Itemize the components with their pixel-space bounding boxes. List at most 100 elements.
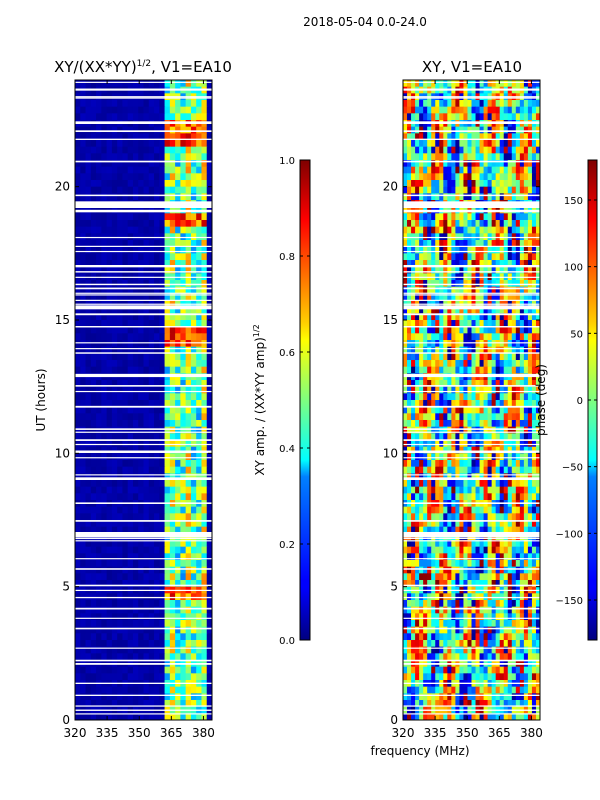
amp-cell xyxy=(106,433,113,441)
phase-cell xyxy=(411,180,416,188)
amp-cell xyxy=(106,133,113,141)
phase-cell xyxy=(535,213,540,221)
amp-cell xyxy=(154,286,160,294)
amp-cell xyxy=(196,493,203,501)
phase-cell xyxy=(487,333,493,341)
phase-cell xyxy=(447,340,452,348)
amp-cell xyxy=(85,666,92,674)
phase-cell xyxy=(407,460,412,468)
amp-cell xyxy=(138,480,145,488)
phase-cell xyxy=(423,393,428,401)
phase-cell xyxy=(451,280,456,288)
phase-cell xyxy=(535,453,540,461)
phase-cell xyxy=(511,526,517,534)
amp-cell xyxy=(185,546,192,554)
amp-cell xyxy=(143,326,150,334)
amp-cell xyxy=(185,293,192,301)
amp-cell xyxy=(90,146,97,154)
phase-cell xyxy=(463,306,469,314)
amp-cell xyxy=(148,653,155,661)
phase-cell xyxy=(495,453,501,461)
amp-cell xyxy=(138,173,145,181)
amp-cell xyxy=(80,386,87,394)
amp-cell xyxy=(164,340,171,348)
phase-cell xyxy=(503,240,509,248)
phase-cell xyxy=(503,486,509,494)
amp-cell xyxy=(117,600,124,608)
phase-cell xyxy=(495,346,501,354)
amp-cell xyxy=(201,686,208,694)
phase-cell xyxy=(511,126,517,134)
amp-cell xyxy=(111,140,118,148)
phase-cell xyxy=(463,240,469,248)
amp-cell xyxy=(132,253,139,261)
phase-cell xyxy=(515,173,521,181)
amp-cell xyxy=(127,526,134,534)
phase-cell xyxy=(407,293,412,301)
phase-cell xyxy=(443,186,448,194)
amp-cell xyxy=(127,100,134,108)
phase-cell xyxy=(511,100,517,108)
phase-cell xyxy=(519,460,525,468)
phase-cell xyxy=(439,480,444,488)
phase-cell xyxy=(403,253,408,261)
amp-cell xyxy=(143,246,150,254)
phase-cell xyxy=(523,100,529,108)
phase-cell xyxy=(483,433,489,441)
phase-cell xyxy=(523,80,529,88)
amp-cell xyxy=(154,713,160,720)
amp-cell xyxy=(206,673,212,681)
amp-cell xyxy=(75,566,81,574)
amp-cell xyxy=(164,226,171,234)
amp-cell xyxy=(96,313,102,321)
phase-cell xyxy=(403,126,408,134)
phase-cell xyxy=(495,393,501,401)
phase-cell xyxy=(467,473,473,481)
amp-cell xyxy=(201,346,208,354)
amp-cell xyxy=(127,340,134,348)
phase-cell xyxy=(523,413,529,421)
phase-cell xyxy=(523,380,529,388)
amp-cell xyxy=(206,160,212,168)
amp-cell xyxy=(122,673,129,681)
amp-cell xyxy=(127,380,134,388)
phase-cell xyxy=(419,113,424,121)
amp-cell xyxy=(169,646,176,654)
amp-cell xyxy=(96,460,102,468)
amp-cell xyxy=(175,333,181,341)
phase-cell xyxy=(407,253,412,261)
amp-cell xyxy=(127,620,134,628)
phase-cell xyxy=(475,413,481,421)
phase-cell xyxy=(531,226,537,234)
phase-cell xyxy=(479,213,485,221)
phase-cell xyxy=(491,213,497,221)
phase-cell xyxy=(443,140,448,148)
amp-cell xyxy=(90,626,97,634)
amp-cell xyxy=(90,406,97,414)
amp-cell xyxy=(154,366,160,374)
amp-cell xyxy=(154,186,160,194)
phase-cell xyxy=(515,320,521,328)
amp-cell xyxy=(111,440,118,448)
amp-cell xyxy=(190,386,197,394)
phase-cell xyxy=(423,280,428,288)
amp-cell xyxy=(196,446,203,454)
amp-cell xyxy=(117,426,124,434)
amp-cell xyxy=(85,126,92,134)
amp-cell xyxy=(164,106,171,114)
amp-cell xyxy=(96,153,102,161)
amp-cell xyxy=(180,306,187,314)
amp-cell xyxy=(90,666,97,674)
amp-cell xyxy=(148,633,155,641)
amp-cell xyxy=(122,380,129,388)
phase-cell xyxy=(463,360,469,368)
amp-cell xyxy=(148,106,155,114)
phase-cell xyxy=(419,413,424,421)
amp-cell xyxy=(80,126,87,134)
amp-cell xyxy=(117,526,124,534)
phase-cell xyxy=(471,260,477,268)
phase-cell xyxy=(483,513,489,521)
amp-cell xyxy=(106,626,113,634)
amp-cell xyxy=(159,540,166,548)
amp-cell xyxy=(85,380,92,388)
